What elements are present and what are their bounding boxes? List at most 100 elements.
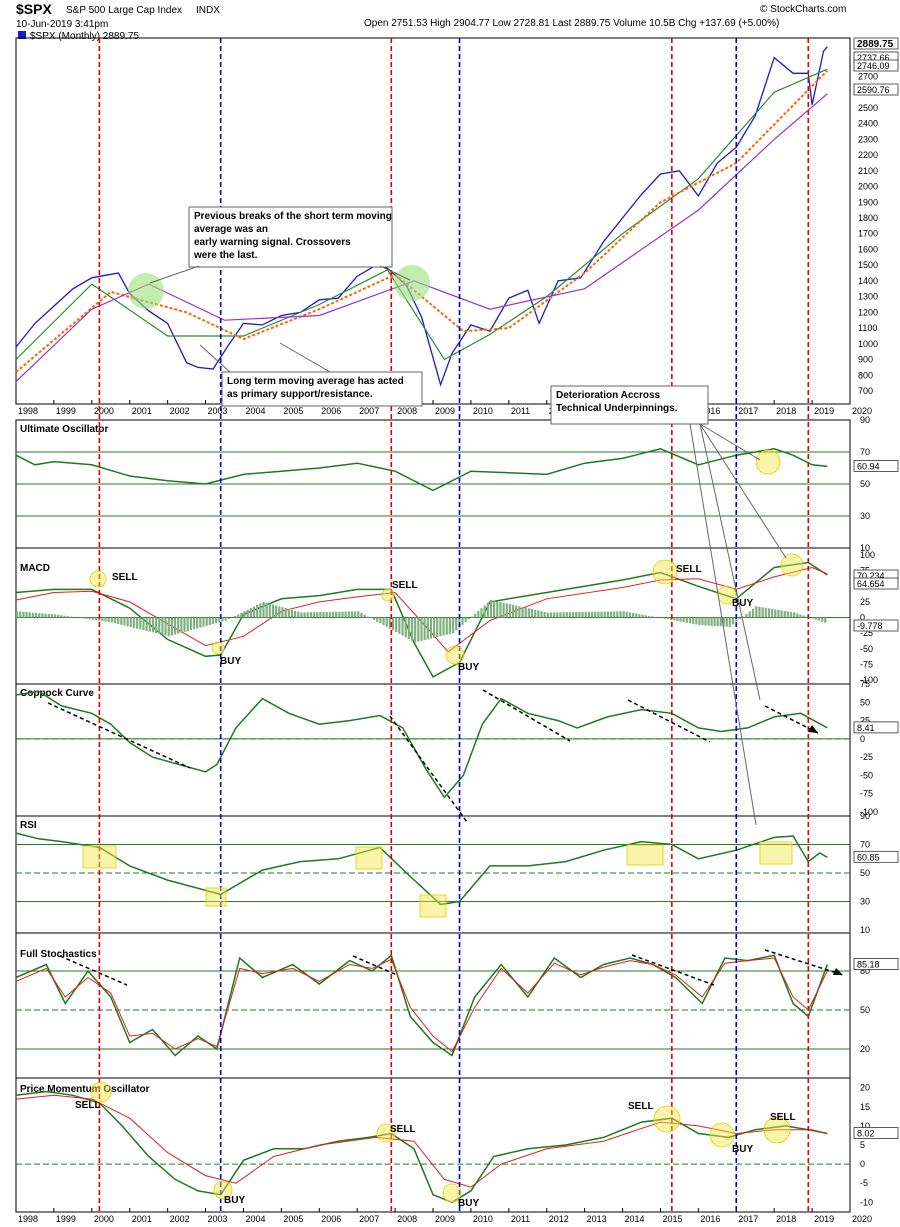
histogram-bar bbox=[246, 609, 249, 618]
histogram-bar bbox=[474, 613, 477, 618]
y-tick-label: -25 bbox=[860, 628, 873, 638]
y-tick-label: 70 bbox=[860, 840, 870, 850]
histogram-bar bbox=[221, 617, 224, 622]
histogram-bar bbox=[562, 612, 565, 618]
x-tick-label: 2017 bbox=[738, 1214, 758, 1224]
signal-label: BUY bbox=[458, 662, 479, 673]
histogram-bar bbox=[271, 604, 275, 618]
x-tick-label: 2007 bbox=[359, 406, 379, 416]
x-tick-label: 1999 bbox=[56, 1214, 76, 1224]
histogram-bar bbox=[704, 617, 707, 626]
histogram-bar bbox=[692, 617, 695, 624]
x-tick-label: 1998 bbox=[18, 1214, 38, 1224]
y-tick-label: 80 bbox=[860, 966, 870, 976]
histogram-bar bbox=[249, 608, 252, 618]
annotation-longterm-box bbox=[221, 371, 423, 407]
y-tick-label: 0 bbox=[860, 1159, 865, 1169]
histogram-bar bbox=[385, 617, 388, 627]
histogram-bar bbox=[738, 617, 741, 620]
histogram-bar bbox=[237, 614, 240, 618]
last-value-label: 8.41 bbox=[857, 723, 875, 733]
histogram-bar bbox=[553, 612, 556, 618]
x-tick-label: 2020 bbox=[852, 406, 872, 416]
y-tick-label: 50 bbox=[860, 479, 870, 489]
histogram-bar bbox=[259, 603, 262, 618]
highlight-rect bbox=[419, 894, 447, 918]
price-tick-label: 2100 bbox=[858, 166, 878, 176]
histogram-bar bbox=[69, 616, 72, 618]
signal-label: BUY bbox=[732, 598, 753, 609]
histogram-bar bbox=[644, 615, 647, 618]
histogram-bar bbox=[325, 611, 328, 618]
histogram-bar bbox=[82, 617, 85, 619]
x-tick-label: 2010 bbox=[473, 406, 493, 416]
histogram-bar bbox=[300, 612, 303, 618]
price-last-label: 2737.66 bbox=[857, 53, 890, 63]
x-tick-label: 2013 bbox=[587, 1214, 607, 1224]
histogram-bar bbox=[407, 617, 410, 640]
histogram-bar bbox=[568, 612, 572, 618]
highlight-circle bbox=[89, 570, 107, 588]
chart-symbol: $SPX bbox=[16, 1, 52, 17]
x-tick-label: 2014 bbox=[625, 1214, 645, 1224]
annotation-deterioration-line: Deterioration Accross bbox=[556, 390, 661, 401]
histogram-bar bbox=[632, 612, 635, 618]
x-tick-label: 2009 bbox=[435, 406, 455, 416]
histogram-bar bbox=[139, 617, 142, 630]
histogram-bar bbox=[391, 617, 395, 631]
histogram-bar bbox=[63, 615, 66, 618]
histogram-bar bbox=[758, 606, 761, 618]
histogram-bar bbox=[616, 611, 619, 618]
histogram-bar bbox=[306, 612, 309, 618]
x-tick-label: 2000 bbox=[94, 406, 114, 416]
histogram-bar bbox=[483, 605, 486, 618]
histogram-bar bbox=[429, 617, 433, 639]
price-tick-label: 700 bbox=[858, 386, 873, 396]
last-value-label: -9.778 bbox=[857, 621, 883, 631]
histogram-bar bbox=[767, 608, 771, 618]
histogram-bar bbox=[537, 610, 540, 618]
histogram-bar bbox=[786, 611, 790, 618]
histogram-bar bbox=[780, 610, 783, 618]
y-tick-label: 90 bbox=[860, 811, 870, 821]
callout-leader bbox=[699, 423, 761, 701]
signal-label: BUY bbox=[224, 1195, 245, 1206]
y-tick-label: 0 bbox=[860, 734, 865, 744]
signal-label: BUY bbox=[220, 656, 241, 667]
histogram-bar bbox=[335, 611, 338, 618]
panel-title-ultimate: Ultimate Oscillator bbox=[20, 424, 108, 435]
histogram-bar bbox=[164, 617, 167, 636]
histogram-bar bbox=[142, 617, 145, 631]
histogram-bar bbox=[94, 617, 98, 621]
histogram-bar bbox=[120, 617, 123, 625]
histogram-bar bbox=[196, 617, 199, 629]
histogram-bar bbox=[451, 617, 455, 634]
highlight-circle bbox=[381, 588, 395, 602]
histogram-bar bbox=[268, 603, 271, 618]
x-tick-label: 2002 bbox=[170, 1214, 190, 1224]
price-tick-label: 1400 bbox=[858, 276, 878, 286]
histogram-bar bbox=[167, 617, 170, 637]
histogram-bar bbox=[420, 617, 423, 641]
histogram-bar bbox=[713, 617, 716, 626]
histogram-bar bbox=[527, 608, 530, 618]
histogram-bar bbox=[442, 617, 445, 636]
y-tick-label: 15 bbox=[860, 1102, 870, 1112]
histogram-bar bbox=[126, 617, 129, 627]
histogram-bar bbox=[493, 600, 496, 618]
histogram-bar bbox=[761, 607, 764, 618]
y-tick-label: 70 bbox=[860, 447, 870, 457]
histogram-bar bbox=[53, 614, 57, 618]
histogram-bar bbox=[202, 617, 205, 627]
y-tick-label: -25 bbox=[860, 752, 873, 762]
histogram-bar bbox=[388, 617, 391, 629]
highlight-circle bbox=[709, 1122, 735, 1148]
annotation-breaks-line: average was an bbox=[194, 224, 268, 235]
histogram-bar bbox=[41, 613, 44, 618]
chart-exchange: INDX bbox=[196, 5, 220, 16]
histogram-bar bbox=[88, 617, 91, 620]
histogram-bar bbox=[511, 604, 515, 618]
histogram-bar bbox=[647, 615, 651, 618]
price-tick-label: 1000 bbox=[858, 339, 878, 349]
histogram-bar bbox=[802, 615, 805, 618]
